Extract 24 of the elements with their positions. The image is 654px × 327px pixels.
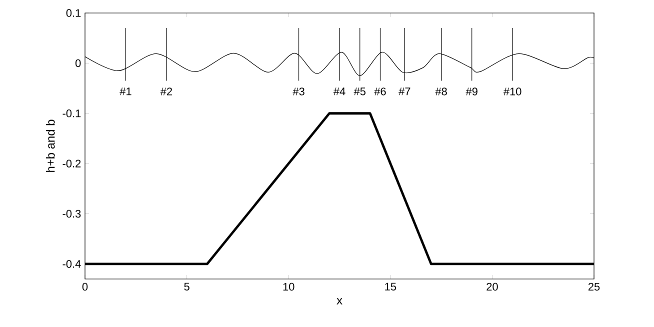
x-tick-label: 25: [588, 282, 600, 291]
y-tick-label: -0.2: [62, 160, 81, 168]
annotation: #4: [333, 88, 346, 96]
annotation: #6: [374, 88, 386, 96]
annotation: #2: [160, 88, 172, 96]
annotation: #5: [354, 88, 366, 96]
x-axis-title: x: [336, 298, 342, 304]
y-axis-title: h+b and b: [46, 120, 55, 172]
x-tick-label: 5: [184, 282, 190, 290]
y-tick-label: 0.1: [66, 9, 81, 17]
annotation: #8: [435, 88, 447, 96]
annotation: #3: [292, 88, 304, 96]
annotation: #1: [120, 88, 132, 96]
y-tick-label: 0: [75, 59, 81, 68]
annotation: #7: [398, 88, 410, 96]
y-tick-label: -0.1: [62, 110, 81, 118]
x-tick-label: 10: [283, 282, 294, 291]
annotation: #10: [503, 88, 522, 96]
x-tick-label: 0: [82, 282, 88, 291]
y-tick-label: -0.4: [62, 260, 81, 268]
x-tick-label: 15: [385, 282, 396, 290]
annotation: #9: [466, 88, 478, 96]
x-tick-label: 20: [486, 282, 498, 291]
y-tick-label: -0.3: [62, 210, 81, 218]
